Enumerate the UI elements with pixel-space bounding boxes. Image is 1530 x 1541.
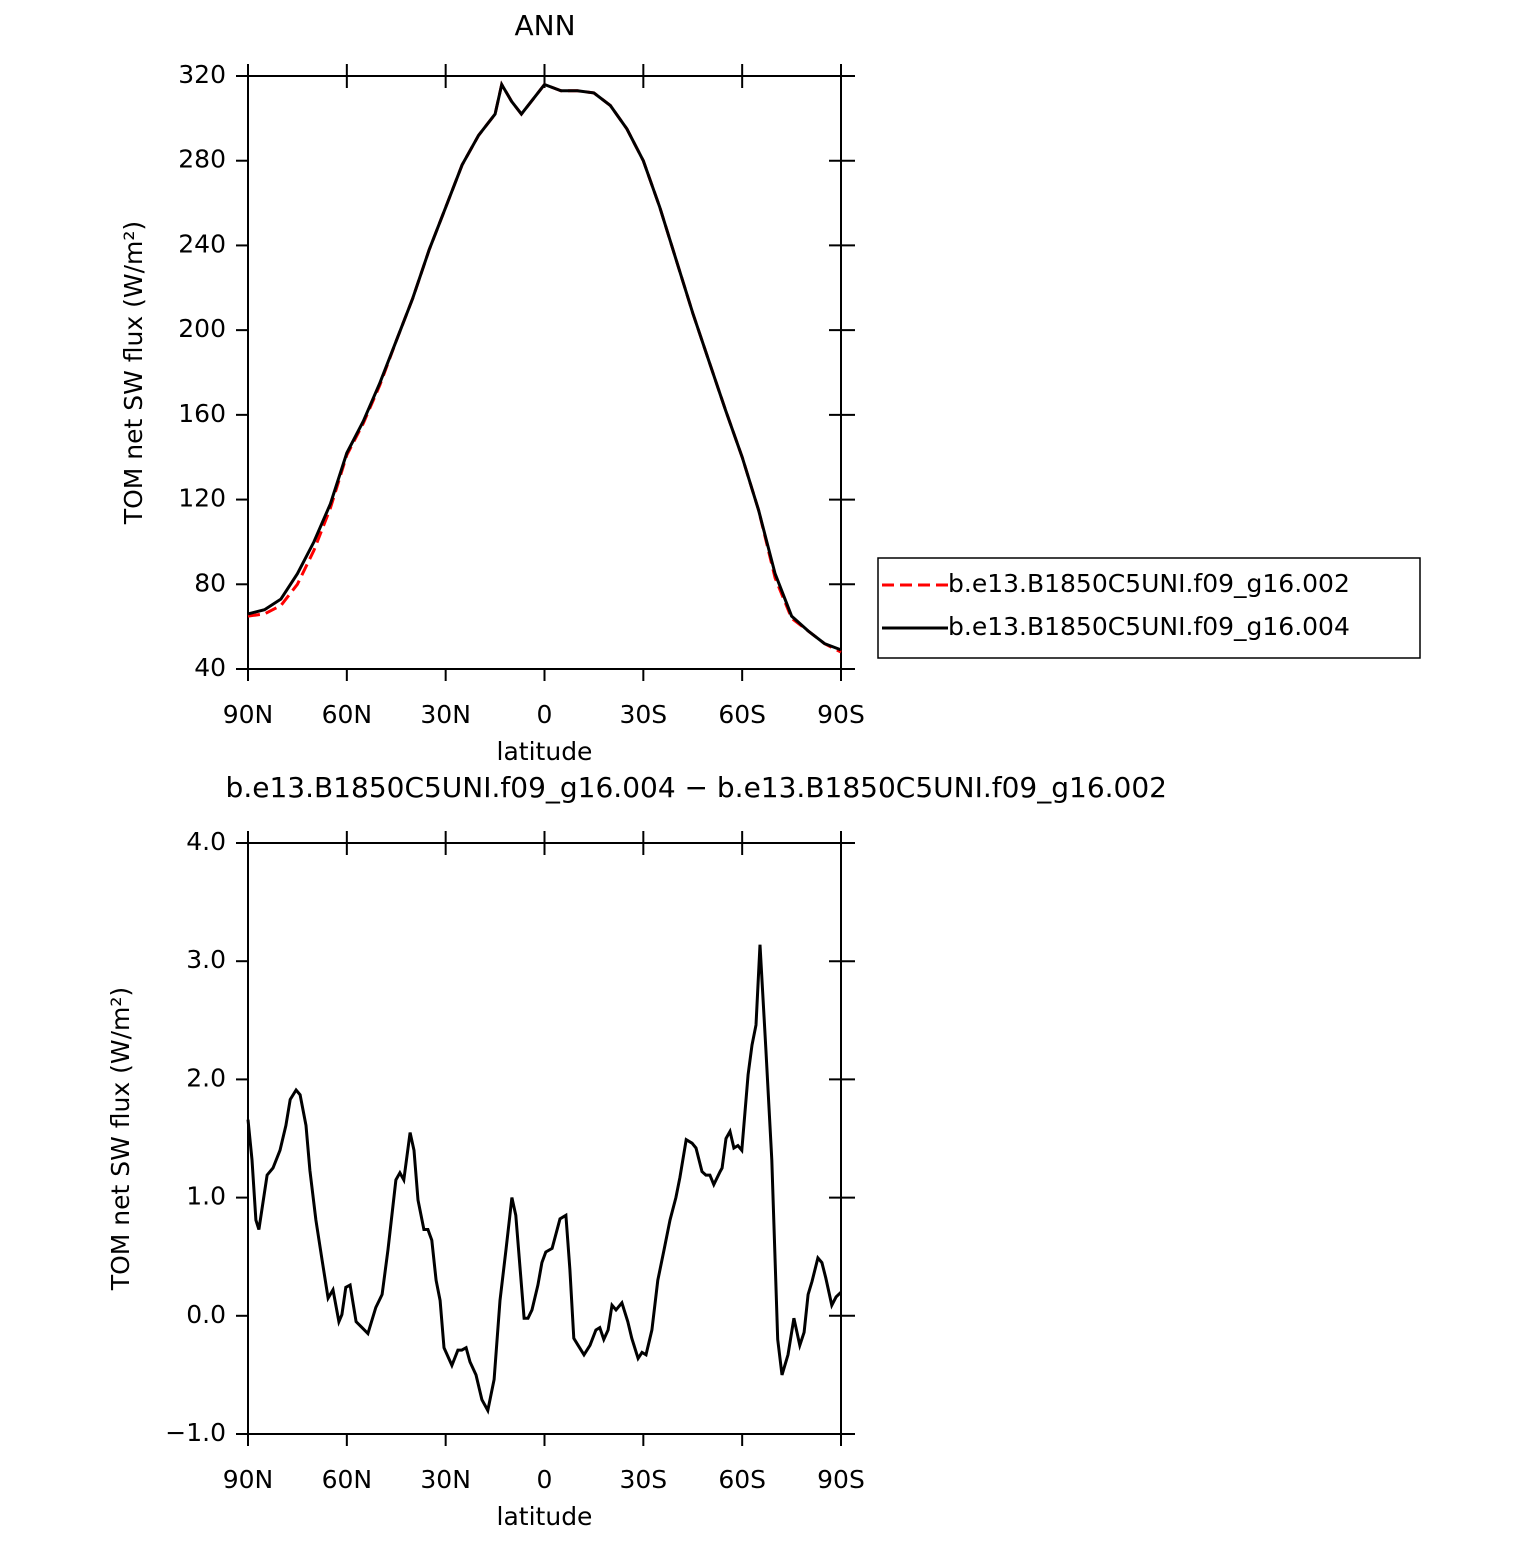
data-line xyxy=(247,80,842,654)
x-tick-label: 60S xyxy=(718,1465,766,1494)
plot-frame xyxy=(247,842,842,1435)
x-tick-label: 30S xyxy=(619,1465,667,1494)
x-tick-label: 90N xyxy=(223,700,274,729)
y-axis-label: TOM net SW flux (W/m²) xyxy=(106,987,135,1291)
x-tick-label: 0 xyxy=(537,700,553,729)
y-tick-label: 320 xyxy=(178,60,226,89)
x-tick-label: 0 xyxy=(537,1465,553,1494)
x-tick-label: 30N xyxy=(420,1465,471,1494)
y-axis-label: TOM net SW flux (W/m²) xyxy=(119,221,148,525)
x-tick-label: 60S xyxy=(718,700,766,729)
y-tick-label: 3.0 xyxy=(186,945,226,974)
plot-frame xyxy=(247,75,842,670)
legend-label: b.e13.B1850C5UNI.f09_g16.002 xyxy=(948,569,1350,598)
chart-title: ANN xyxy=(514,9,575,42)
x-tick-label: 30S xyxy=(619,700,667,729)
x-tick-label: 90S xyxy=(817,700,865,729)
y-tick-label: 160 xyxy=(178,399,226,428)
y-tick-label: 40 xyxy=(194,653,226,682)
x-tick-label: 60N xyxy=(322,1465,373,1494)
y-tick-label: 4.0 xyxy=(186,827,226,856)
y-tick-label: 0.0 xyxy=(186,1300,226,1329)
y-tick-label: 240 xyxy=(178,229,226,258)
x-tick-label: 30N xyxy=(420,700,471,729)
x-axis-label: latitude xyxy=(497,1502,593,1531)
x-axis-label: latitude xyxy=(497,737,593,766)
x-tick-label: 90N xyxy=(223,1465,274,1494)
legend-box xyxy=(877,557,1421,659)
y-tick-label: −1.0 xyxy=(165,1418,226,1447)
x-tick-label: 60N xyxy=(322,700,373,729)
y-tick-label: 200 xyxy=(178,314,226,343)
y-tick-label: 2.0 xyxy=(186,1063,226,1092)
chart-title: b.e13.B1850C5UNI.f09_g16.004 − b.e13.B18… xyxy=(226,771,1167,804)
legend-label: b.e13.B1850C5UNI.f09_g16.004 xyxy=(948,612,1350,641)
data-line xyxy=(247,80,842,652)
y-tick-label: 280 xyxy=(178,145,226,174)
y-tick-label: 1.0 xyxy=(186,1182,226,1211)
data-line xyxy=(246,944,843,1415)
y-tick-label: 120 xyxy=(178,484,226,513)
y-tick-label: 80 xyxy=(194,568,226,597)
x-tick-label: 90S xyxy=(817,1465,865,1494)
